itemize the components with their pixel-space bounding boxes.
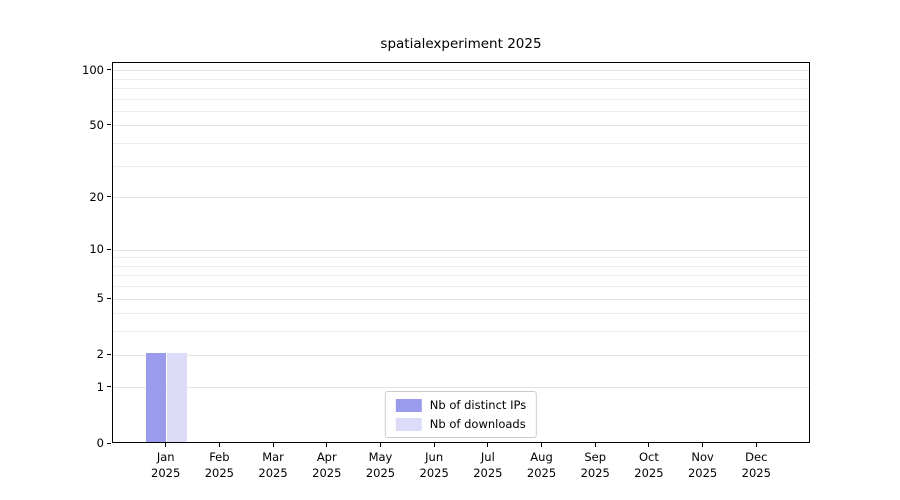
x-tick-mark xyxy=(702,443,704,447)
x-tick-year: 2025 xyxy=(151,465,181,480)
x-tick-year: 2025 xyxy=(419,465,449,480)
gridline xyxy=(113,143,809,145)
bar xyxy=(146,353,167,442)
gridline xyxy=(113,387,809,389)
x-tick-month: Jan xyxy=(156,450,175,464)
y-tick-label: 1 xyxy=(96,379,104,394)
y-tick-mark xyxy=(107,69,111,71)
x-tick-label: Apr 2025 xyxy=(300,450,354,481)
y-tick-label: 20 xyxy=(89,189,104,204)
x-tick-mark xyxy=(379,443,381,447)
legend-item: Nb of downloads xyxy=(395,417,526,431)
gridline xyxy=(113,165,809,167)
x-tick-mark xyxy=(541,443,543,447)
x-tick-label: Oct 2025 xyxy=(622,450,676,481)
y-tick-mark xyxy=(107,124,111,126)
x-tick-year: 2025 xyxy=(526,465,557,480)
x-tick-mark xyxy=(272,443,274,447)
gridline xyxy=(113,78,809,80)
y-tick-label: 2 xyxy=(96,347,104,362)
gridline xyxy=(113,125,809,127)
x-tick-mark xyxy=(594,443,596,447)
y-tick-mark xyxy=(107,353,111,355)
x-tick-label: Jun 2025 xyxy=(407,450,461,481)
x-tick-label: Jan 2025 xyxy=(139,450,193,481)
y-tick-mark xyxy=(107,248,111,250)
x-tick-year: 2025 xyxy=(741,465,771,480)
x-tick-month: Feb xyxy=(209,450,230,464)
x-tick-label: Nov 2025 xyxy=(676,450,730,481)
x-tick-month: Aug xyxy=(530,450,553,464)
x-tick-year: 2025 xyxy=(473,465,503,480)
x-tick-month: Nov xyxy=(691,450,714,464)
x-tick-year: 2025 xyxy=(312,465,342,480)
x-tick-mark xyxy=(326,443,328,447)
x-tick-month: Apr xyxy=(316,450,337,464)
y-tick-mark xyxy=(107,386,111,388)
y-tick-label: 50 xyxy=(89,117,104,132)
x-tick-month: Oct xyxy=(638,450,659,464)
x-tick-mark xyxy=(165,443,167,447)
gridline xyxy=(113,354,809,356)
x-tick-year: 2025 xyxy=(204,465,235,480)
gridline xyxy=(113,265,809,267)
y-tick-mark xyxy=(107,297,111,299)
x-tick-month: May xyxy=(368,450,393,464)
gridline xyxy=(113,110,809,112)
bar xyxy=(167,353,188,442)
x-tick-label: Dec 2025 xyxy=(729,450,783,481)
x-tick-month: Jul xyxy=(480,450,495,464)
legend-item: Nb of distinct IPs xyxy=(395,398,527,412)
gridline xyxy=(113,98,809,100)
plot-area xyxy=(112,62,810,443)
y-tick-label: 5 xyxy=(96,291,104,306)
y-tick-mark xyxy=(107,196,111,198)
x-tick-label: May 2025 xyxy=(353,450,407,481)
legend-label: Nb of distinct IPs xyxy=(429,398,527,412)
gridline xyxy=(113,298,809,300)
x-tick-mark xyxy=(648,443,650,447)
x-tick-year: 2025 xyxy=(365,465,396,480)
x-tick-mark xyxy=(487,443,489,447)
legend-swatch xyxy=(395,417,422,431)
gridline xyxy=(113,87,809,89)
x-tick-mark xyxy=(755,443,757,447)
gridline xyxy=(113,286,809,288)
x-tick-label: Feb 2025 xyxy=(192,450,246,481)
x-tick-month: Dec xyxy=(745,450,768,464)
x-tick-month: Mar xyxy=(262,450,284,464)
x-tick-month: Sep xyxy=(584,450,607,464)
gridline xyxy=(113,70,809,72)
x-tick-mark xyxy=(433,443,435,447)
x-tick-label: Mar 2025 xyxy=(246,450,300,481)
legend-swatch xyxy=(395,398,422,412)
x-tick-label: Sep 2025 xyxy=(568,450,622,481)
gridline xyxy=(113,257,809,259)
gridline xyxy=(113,197,809,199)
y-tick-label: 0 xyxy=(96,436,104,450)
y-tick-mark xyxy=(107,442,111,444)
gridline xyxy=(113,249,809,251)
x-tick-mark xyxy=(218,443,220,447)
x-tick-month: Jun xyxy=(425,450,444,464)
gridline xyxy=(113,313,809,315)
x-tick-year: 2025 xyxy=(687,465,718,480)
x-tick-label: Aug 2025 xyxy=(515,450,569,481)
x-tick-label: Jul 2025 xyxy=(461,450,515,481)
legend: Nb of distinct IPs Nb of downloads xyxy=(384,391,538,438)
x-tick-year: 2025 xyxy=(634,465,664,480)
chart-title: spatialexperiment 2025 xyxy=(380,36,542,52)
gridline xyxy=(113,331,809,333)
y-tick-label: 100 xyxy=(82,62,104,77)
legend-label: Nb of downloads xyxy=(429,417,526,431)
gridline xyxy=(113,275,809,277)
x-tick-year: 2025 xyxy=(580,465,610,480)
x-tick-year: 2025 xyxy=(258,465,288,480)
y-tick-label: 10 xyxy=(89,242,104,256)
